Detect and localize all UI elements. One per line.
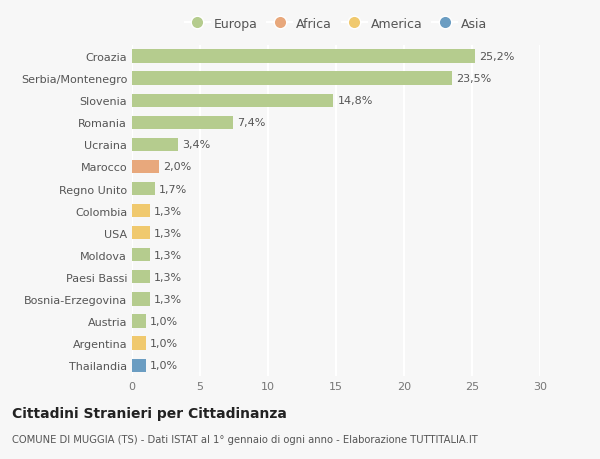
Text: 1,0%: 1,0% [149, 316, 178, 326]
Text: 2,0%: 2,0% [163, 162, 191, 172]
Bar [132, 50, 475, 63]
Text: 1,0%: 1,0% [149, 360, 178, 370]
Bar [132, 205, 149, 218]
Text: 1,3%: 1,3% [154, 228, 182, 238]
Bar [132, 249, 149, 262]
Text: 7,4%: 7,4% [237, 118, 265, 128]
Text: 14,8%: 14,8% [337, 96, 373, 106]
Bar [132, 183, 155, 196]
Text: 1,3%: 1,3% [154, 206, 182, 216]
Legend: Europa, Africa, America, Asia: Europa, Africa, America, Asia [179, 12, 493, 35]
Text: 23,5%: 23,5% [455, 74, 491, 84]
Bar [132, 315, 146, 328]
Text: 1,3%: 1,3% [154, 272, 182, 282]
Bar [132, 139, 178, 151]
Bar [132, 227, 149, 240]
Text: 3,4%: 3,4% [182, 140, 211, 150]
Bar [132, 337, 146, 350]
Bar [132, 293, 149, 306]
Bar [132, 117, 233, 129]
Text: COMUNE DI MUGGIA (TS) - Dati ISTAT al 1° gennaio di ogni anno - Elaborazione TUT: COMUNE DI MUGGIA (TS) - Dati ISTAT al 1°… [12, 434, 478, 444]
Bar [132, 271, 149, 284]
Text: 1,3%: 1,3% [154, 294, 182, 304]
Text: 1,0%: 1,0% [149, 338, 178, 348]
Text: Cittadini Stranieri per Cittadinanza: Cittadini Stranieri per Cittadinanza [12, 406, 287, 420]
Text: 25,2%: 25,2% [479, 52, 514, 62]
Bar [132, 359, 146, 372]
Text: 1,3%: 1,3% [154, 250, 182, 260]
Bar [132, 73, 452, 85]
Bar [132, 161, 159, 174]
Text: 1,7%: 1,7% [159, 184, 187, 194]
Bar [132, 95, 333, 107]
